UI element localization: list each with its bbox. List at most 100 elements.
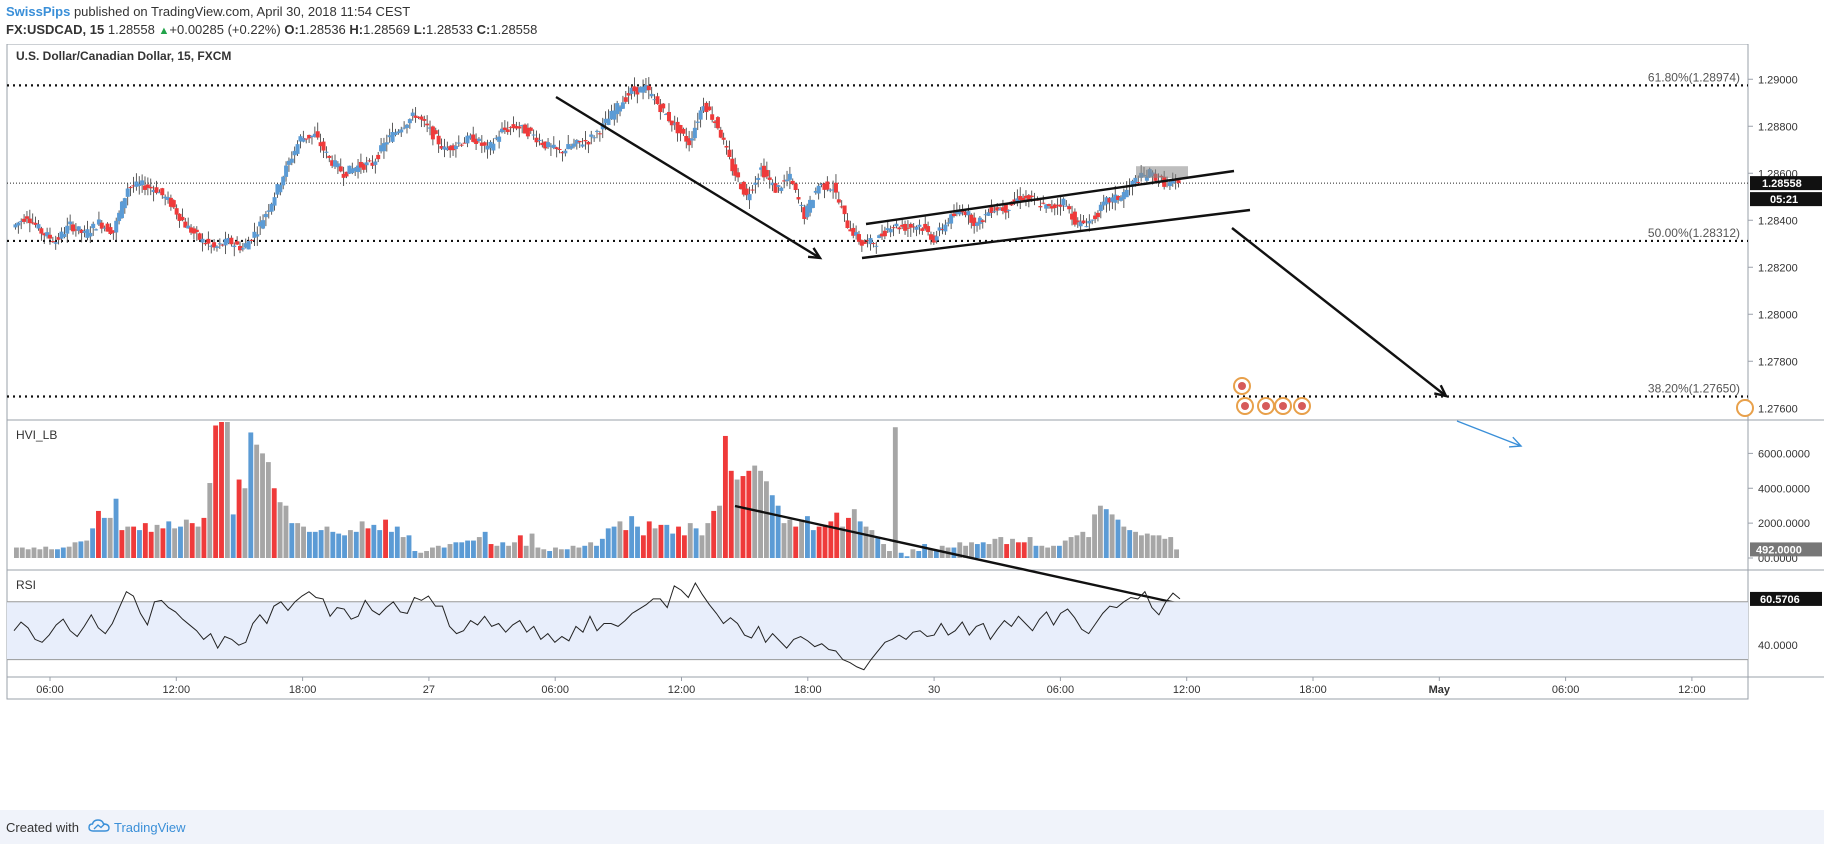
volume-bar bbox=[1109, 514, 1115, 558]
candle-body bbox=[304, 138, 309, 140]
candle-body bbox=[770, 182, 775, 186]
volume-bar bbox=[980, 542, 986, 558]
candle-body bbox=[733, 164, 738, 176]
candle-body bbox=[324, 151, 329, 153]
candle-body bbox=[926, 226, 931, 233]
candle-body bbox=[995, 207, 1000, 211]
volume-bar bbox=[728, 470, 734, 558]
publish-line: SwissPips published on TradingView.com, … bbox=[6, 4, 410, 19]
volume-bar bbox=[289, 523, 295, 558]
candle-body bbox=[249, 239, 254, 241]
volume-trend-arrow bbox=[734, 504, 1209, 612]
volume-bar bbox=[646, 521, 652, 558]
candle-body bbox=[603, 118, 608, 123]
volume-bar bbox=[1015, 542, 1021, 558]
candle-body bbox=[672, 123, 677, 125]
volume-bar bbox=[963, 545, 969, 558]
low-label: L: bbox=[413, 22, 427, 37]
candle-body bbox=[891, 227, 896, 229]
candle-body bbox=[125, 188, 130, 197]
volume-bar bbox=[1045, 547, 1051, 558]
volume-bar bbox=[711, 510, 717, 558]
candle-body bbox=[413, 115, 418, 118]
candle-body bbox=[577, 141, 582, 143]
candle-body bbox=[799, 204, 804, 206]
candle-body bbox=[189, 227, 194, 233]
candle-body bbox=[396, 131, 401, 134]
volume-bar bbox=[898, 552, 904, 558]
candle-body bbox=[373, 161, 378, 165]
volume-bar bbox=[236, 479, 242, 558]
candle-body bbox=[301, 137, 306, 142]
volume-bar bbox=[986, 544, 992, 558]
tradingview-link[interactable]: TradingView bbox=[114, 820, 186, 835]
chart-frame bbox=[6, 44, 1749, 700]
volume-bar bbox=[189, 523, 195, 558]
fib-level-label: 50.00%(1.28312) bbox=[1648, 226, 1740, 240]
candle-body bbox=[462, 142, 467, 144]
volume-bar bbox=[617, 521, 623, 558]
candle-body bbox=[479, 142, 484, 146]
candle-body bbox=[134, 181, 139, 187]
volume-bar bbox=[383, 519, 388, 558]
candle-body bbox=[416, 116, 421, 118]
candle-body bbox=[229, 237, 234, 245]
candle-body bbox=[966, 211, 971, 216]
candle-body bbox=[76, 226, 81, 231]
candle-body bbox=[1144, 176, 1149, 181]
candle-body bbox=[99, 222, 104, 229]
candle-body bbox=[1118, 197, 1123, 201]
candle-body bbox=[787, 173, 792, 180]
time-axis-label: 06:00 bbox=[541, 684, 569, 696]
event-flag-icon bbox=[1262, 402, 1270, 410]
chart-svg[interactable]: U.S. Dollar/Canadian Dollar, 15, FXCM 1.2… bbox=[0, 44, 1824, 810]
volume-bar bbox=[1138, 535, 1144, 558]
candle-body bbox=[338, 166, 343, 172]
candle-body bbox=[183, 221, 188, 228]
volume-bar bbox=[113, 498, 119, 558]
candle-body bbox=[560, 151, 565, 154]
candle-body bbox=[903, 223, 908, 231]
high-label: H: bbox=[349, 22, 364, 37]
candle-body bbox=[350, 168, 355, 173]
candle-body bbox=[258, 221, 263, 227]
candle-body bbox=[307, 134, 312, 139]
candle-body bbox=[753, 182, 758, 185]
candle-body bbox=[658, 104, 663, 113]
volume-bar bbox=[1004, 544, 1010, 558]
time-axis-label: 18:00 bbox=[794, 684, 822, 696]
candle-body bbox=[298, 136, 303, 142]
volume-bar bbox=[582, 545, 588, 558]
volume-bar bbox=[353, 531, 359, 558]
candle-body bbox=[1087, 220, 1092, 224]
candle-body bbox=[756, 177, 761, 180]
rsi-axis-label: 40.0000 bbox=[1758, 640, 1798, 652]
volume-bar bbox=[271, 488, 277, 558]
candle-body bbox=[943, 224, 948, 232]
candle-body bbox=[217, 243, 222, 245]
candle-body bbox=[690, 138, 695, 141]
volume-bar bbox=[623, 530, 629, 558]
volume-bar bbox=[769, 495, 775, 558]
candle-body bbox=[839, 206, 844, 208]
candle-body bbox=[785, 179, 790, 182]
projection-arrow-head bbox=[1434, 384, 1449, 398]
candle-body bbox=[370, 162, 375, 166]
volume-bar bbox=[670, 533, 676, 558]
candle-body bbox=[53, 242, 58, 244]
volume-bar bbox=[1086, 537, 1092, 558]
candle-body bbox=[664, 114, 669, 116]
candle-body bbox=[738, 183, 743, 190]
chart-area[interactable]: U.S. Dollar/Canadian Dollar, 15, FXCM 1.2… bbox=[0, 44, 1824, 810]
candle-body bbox=[669, 120, 674, 126]
author-link[interactable]: SwissPips bbox=[6, 4, 71, 19]
candle-body bbox=[917, 224, 922, 227]
candle-body bbox=[767, 177, 772, 180]
candle-body bbox=[871, 243, 876, 245]
candle-body bbox=[525, 127, 530, 137]
volume-bar bbox=[283, 505, 289, 558]
volume-bar bbox=[1062, 540, 1068, 558]
candle-body bbox=[957, 210, 962, 215]
candle-body bbox=[22, 218, 27, 222]
candle-body bbox=[27, 218, 32, 224]
